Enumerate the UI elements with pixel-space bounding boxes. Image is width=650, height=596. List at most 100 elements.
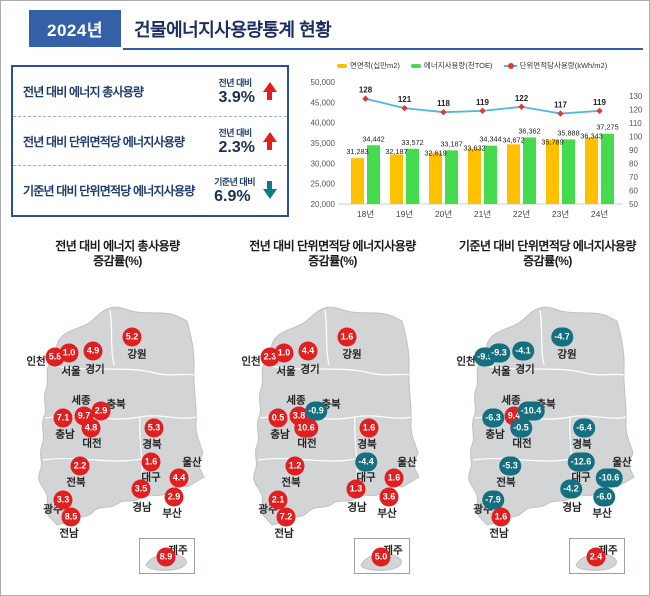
left-axis-tick: 50,000 [311,78,336,87]
province-border [539,309,545,366]
summary-basis: 전년 대비 [218,77,253,88]
summary-basis: 전년 대비 [218,127,253,138]
line-marker-icon [557,110,564,117]
energy-trend-chart: 연면적(십만m2) 에너지사용량(천TOE) 단위면적당사용량(kWh/m2) … [291,57,649,227]
bar-floor-area [468,148,481,204]
region-label: 강원 [342,348,362,361]
line-marker-icon [401,104,408,112]
region-label: 충남 [55,428,75,441]
summary-row-unit-area-yoy: 전년 대비 단위면적당 에너지사용량 전년 대비 2.3% [13,115,287,166]
region-value-badge: 2.4 [586,547,606,567]
region-value-badge: 5.3 [144,418,164,438]
line-value-label: 119 [593,98,606,107]
region-value-badge: -12.6 [567,452,595,472]
region-value-badge: 7.1 [53,408,73,428]
region-value-badge: -10.4 [517,401,545,421]
combo-chart-canvas: 50,000 45,000 40,000 35,000 30,000 25,000 20,0… [311,78,643,219]
region-value-badge: 10.6 [294,418,318,438]
line-marker-icon [479,107,486,115]
bar-energy-usage [484,145,497,204]
region-value-badge: 1.6 [359,418,379,438]
region-value-badge: 1.6 [491,507,511,527]
legend-item-energy-usage: 에너지사용량(천TOE) [410,60,493,71]
region-label: 경북 [572,438,592,451]
header-underline [123,48,643,50]
region-value-badge: 8.9 [156,547,176,567]
region-label: 강원 [127,348,147,361]
region-label: 강원 [557,348,577,361]
region-value-badge: 4.9 [83,341,103,361]
region-value-badge: 3.5 [131,479,151,499]
region-label: 대전 [512,437,532,450]
up-arrow-icon [262,131,277,151]
right-axis-tick: 80 [629,160,638,169]
region-value-badge: 1.0 [59,343,79,363]
region-value-badge: 3.3 [53,490,73,510]
summary-value: 2.3% [218,138,255,156]
region-value-badge: 4.4 [169,468,189,488]
bar-energy-usage [445,150,458,204]
region-value-badge: 5.0 [371,547,391,567]
bar-value-label: 37,275 [596,123,618,132]
korea-map: 인천 -9.9 서울 -9.3 경기 -4.1 강원 -4.7 세종 9.4 충북 -10.4 충남 -6… [445,285,649,593]
region-label: 부산 [377,507,397,520]
left-axis-tick: 30,000 [311,159,336,168]
summary-value: 3.9% [218,88,255,106]
region-label: 전남 [59,527,79,540]
region-value-badge: -6.3 [482,408,504,428]
province-border [50,364,195,376]
x-axis-label: 23년 [552,209,569,219]
right-axis-tick: 110 [629,119,642,128]
region-value-badge: -10.6 [595,468,623,488]
down-arrow-icon [262,181,277,200]
map-title: 전년 대비 단위면적당 에너지사용량 증감률(%) [230,239,435,269]
region-label: 서울 [276,365,296,378]
region-value-badge: -4.4 [355,452,377,472]
province-border [42,457,142,462]
bar-value-label: 31,283 [346,147,368,156]
bar-value-label: 35,888 [557,128,579,137]
province-border [265,364,410,376]
region-label: 충남 [485,428,505,441]
map-title-line2: 증감률(%) [93,254,142,268]
line-value-label: 128 [359,86,373,95]
left-axis-tick: 20,000 [311,200,336,209]
region-value-badge: 2.9 [164,487,184,507]
year-badge: 2024년 [29,10,121,47]
region-label: 전북 [66,476,86,489]
summary-value: 6.9% [214,188,251,206]
region-value-badge: 4.4 [298,341,318,361]
region-value-badge: 1.0 [274,343,294,363]
map-total-energy-change: 전년 대비 에너지 총사용량 증감률(%) 인천 5.8 서울 1.0 경기 4.9 강원 5… [15,239,220,574]
bar-energy-usage [601,133,614,204]
summary-basis: 기준년 대비 [214,177,255,188]
left-axis-tick: 25,000 [311,180,336,189]
region-label: 서울 [61,365,81,378]
region-value-badge: -6.0 [593,487,615,507]
region-value-badge: 1.3 [346,479,366,499]
map-title-line2: 증감률(%) [523,254,572,268]
right-axis-tick: 100 [629,133,643,142]
right-axis-tick: 120 [629,106,643,115]
region-value-badge: -9.3 [488,343,510,363]
map-title-line1: 전년 대비 에너지 총사용량 [55,239,180,253]
line-value-label: 119 [476,98,489,107]
bar-value-label: 36,343 [580,132,602,141]
bar-energy-usage [406,148,419,204]
region-value-badge: 1.6 [337,327,357,347]
line-swatch-icon [503,62,517,69]
summary-label: 전년 대비 에너지 총사용량 [23,84,144,99]
summary-label: 기준년 대비 단위면적당 에너지사용량 [23,184,195,199]
bar-floor-area [351,158,364,204]
province-border [324,309,330,366]
up-arrow-icon [262,81,277,101]
legend-label: 단위면적당사용량(kWh/m2) [519,61,608,70]
bar-floor-area [546,139,559,204]
region-value-badge: 1.6 [141,452,161,472]
province-border [109,309,115,366]
region-value-badge: 7.2 [276,507,296,527]
region-value-badge: -0.9 [305,401,327,421]
region-label: 전남 [274,527,294,540]
region-label: 서울 [491,365,511,378]
bar-floor-area [585,137,598,204]
